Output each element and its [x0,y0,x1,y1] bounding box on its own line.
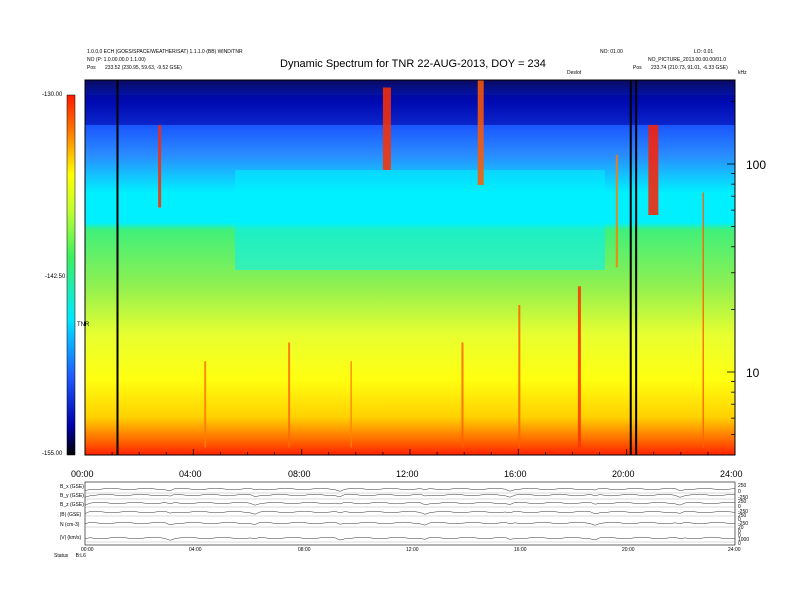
lower-label-bz: B_z (GSE) [60,502,84,508]
lower-rv-11: 0 [738,533,741,539]
header-mid-small: Deslot [567,70,582,76]
lower-label-bmag: |B| (GSE) [60,512,82,518]
colorbar [66,94,76,456]
header-right-top-a: NO: 01.00 [600,49,623,55]
lower-x-tick-1: 04:00 [189,547,202,553]
lower-trace-4 [84,521,736,526]
burst-streak-2 [477,80,484,185]
x-tick-0: 00:00 [71,469,94,479]
lower-rv-1: 0 [738,489,741,495]
lower-rv-4: 0 [738,504,741,510]
header-right-line2: NO_PICTURE_2013.00.00.00/01.0 [648,57,727,63]
lower-x-tick-4: 16:00 [514,547,527,553]
x-tick-3: 12:00 [396,469,419,479]
colorbar-tick-mid: -142.50 [45,274,66,280]
x-tick-1: 04:00 [179,469,202,479]
colorbar-tick-bottom: -155.00 [42,451,63,457]
header-left-pos: Pos 233.52 (230.95, 59.63, -9.52 GSE) [87,65,182,71]
lower-rv-9: 20 [738,525,744,531]
x-tick-4: 16:00 [504,469,527,479]
header-right-pos: Pos 233.74 (210.73, 91.01, -6.33 GSE) [633,65,728,71]
burst-streak-6 [288,342,291,448]
burst-streaks [158,80,704,448]
lower-x-tick-0: 00:00 [81,547,94,553]
header-right-pos-value: 233.74 (210.73, 91.01, -6.33 GSE) [651,65,728,71]
x-tick-6: 24:00 [720,469,743,479]
lower-trace-2 [84,501,736,506]
lower-label-by: B_y (GSE) [60,493,84,499]
lower-label-v: |V| (km/s) [60,535,82,541]
lower-rv-3: 250 [738,499,747,505]
burst-streak-11 [702,192,704,448]
vertical-markers [116,80,638,455]
burst-streak-4 [615,155,618,268]
header-left-pos-label: Pos [87,65,96,71]
lower-panel-traces [84,487,736,543]
right-axis [727,100,735,436]
lower-label-bx: B_x (GSE) [60,484,84,490]
colorbar-axis-label: TNR [77,322,90,328]
y-tick-100: 100 [746,158,767,172]
lower-rv-5: -250 [738,509,749,515]
header-right-top-b: LO: 0.01 [694,49,714,55]
dark-band [85,95,735,125]
lower-trace-0 [84,487,736,492]
header-left-line2: NO (P: 1.0.00.00.0 1.1.00) [87,57,146,63]
x-tick-5: 20:00 [612,469,635,479]
lower-rv-13: 0 [738,541,741,547]
burst-streak-3 [648,125,659,215]
chart-title: Dynamic Spectrum for TNR 22-AUG-2013, DO… [280,58,546,70]
lower-rv-0: 250 [738,483,747,489]
colorbar-tick-top: -130.00 [42,92,63,98]
lower-rv-8: -250 [738,521,749,527]
lower-rv-6: 250 [738,513,747,519]
lower-trace-1 [84,493,736,498]
header-corner-small: kHz [738,70,747,76]
lower-rv-12: 1000 [738,537,750,543]
lower-rv-10: 0 [738,529,741,535]
burst-streak-9 [461,342,464,448]
footer-status-label: Status [54,553,69,559]
header-left-line1: 1.0.0.0 ECH (GOES/SPACE/WEATHER/SAT) 1.1… [87,49,243,55]
lower-x-tick-3: 12:00 [406,547,419,553]
burst-streak-10 [350,361,352,448]
lower-rv-2: -250 [738,495,749,501]
y-tick-10: 10 [746,366,760,380]
bottom-axis [84,449,736,455]
burst-streak-7 [204,361,207,448]
burst-streak-5 [577,286,581,448]
header-left-pos-value: 233.52 (230.95, 59.63, -9.52 GSE) [105,65,182,71]
burst-streak-1 [382,87,391,170]
lower-rv-7: 0 [738,517,741,523]
lower-x-tick-2: 08:00 [298,547,311,553]
lower-trace-5 [84,536,736,541]
header-right-pos-label: Pos [633,65,642,71]
burst-streak-0 [158,125,162,208]
lower-x-tick-6: 24:00 [728,547,741,553]
lower-trace-3 [84,510,736,515]
footer-status: Status B:L6 [54,553,86,559]
cyan-patch [235,170,605,270]
lower-x-tick-5: 20:00 [622,547,635,553]
burst-streak-8 [518,305,521,448]
footer-status-value: B:L6 [75,553,86,559]
lower-panel-frame [84,481,736,546]
x-tick-2: 08:00 [288,469,311,479]
lower-label-n: N (cm-3) [60,522,80,528]
